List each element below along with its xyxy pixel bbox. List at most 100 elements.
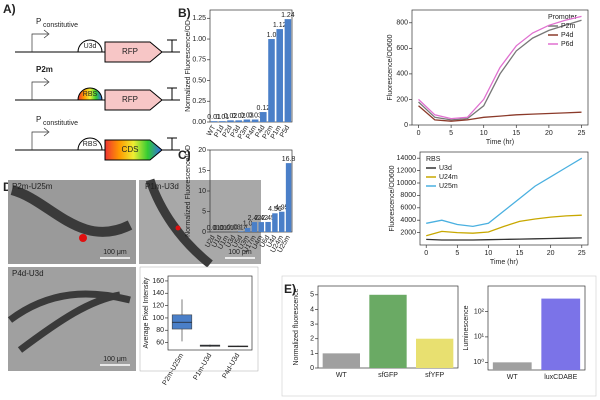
- y-tick-label: 0: [404, 122, 408, 129]
- scale-bar-label: 100 μm: [103, 249, 127, 256]
- x-tick-label: 0: [424, 250, 428, 257]
- value-label: 0.01: [207, 225, 221, 232]
- y-tick-label: 2000: [400, 229, 416, 236]
- promoter-sub: constitutive: [43, 120, 78, 127]
- bar: [244, 227, 251, 232]
- legend-title: RBS: [426, 156, 441, 163]
- x-tick-label: 25: [578, 250, 586, 257]
- y-tick-label: 120: [152, 302, 164, 309]
- y-tick-label: 100: [152, 315, 164, 322]
- panel-label: A): [3, 2, 16, 16]
- x-tick-label: WT: [507, 374, 519, 381]
- x-tick-label: 15: [516, 250, 524, 257]
- x-axis-label: Time (hr): [486, 139, 514, 146]
- y-tick-label: 0.75: [192, 57, 206, 64]
- bar: [265, 221, 271, 232]
- legend-label: P4d: [561, 32, 574, 39]
- gene-label: RFP: [122, 47, 138, 56]
- bar: [322, 353, 360, 368]
- x-tick-label: 20: [545, 130, 553, 137]
- line: [418, 105, 582, 122]
- bar: [243, 119, 251, 122]
- value-label: 1.12: [273, 22, 287, 29]
- plot-frame: [209, 9, 293, 123]
- construct: P constitutive U3d RFP: [15, 17, 180, 63]
- bar: [272, 213, 278, 232]
- x-tick-label: WT: [336, 372, 348, 379]
- gene-label: CDS: [122, 145, 139, 154]
- promoter-label: P: [36, 17, 41, 26]
- bar: [284, 19, 292, 123]
- x-tick-label: WT: [206, 124, 218, 138]
- rbs-label: RBS: [83, 141, 98, 148]
- panel-label: B): [178, 6, 191, 20]
- x-tick-label: sfGFP: [378, 372, 398, 379]
- y-tick-label: 1.25: [192, 15, 206, 22]
- bar: [235, 120, 242, 122]
- scale-bar-label: 100 μm: [103, 356, 127, 363]
- construct-diagram: P constitutive U3d RFP P2m RBS RFP P con…: [15, 17, 180, 161]
- plot-frame: [419, 151, 589, 246]
- y-tick-label: 5: [310, 292, 314, 299]
- x-axis-label: Time (hr): [490, 259, 518, 266]
- y-tick-label: 14000: [397, 155, 417, 162]
- x-tick-label: 0: [417, 130, 421, 137]
- value-label: 16.8: [282, 156, 296, 163]
- plot-frame: [411, 9, 589, 126]
- image-label: P4d-U3d: [12, 269, 44, 278]
- value-label: 0.03: [248, 112, 262, 119]
- y-tick-label: 10¹: [474, 334, 485, 341]
- bar: [238, 231, 244, 232]
- bar: [251, 222, 258, 232]
- gene-label: RFP: [122, 95, 138, 104]
- construct: P constitutive RBS CDS: [15, 115, 180, 161]
- x-tick-label: 5: [455, 250, 459, 257]
- value-label: 0.01: [220, 225, 234, 232]
- value-label: 0.03: [227, 225, 241, 232]
- y-tick-label: 0.00: [192, 119, 206, 126]
- x-tick-label: 20: [547, 250, 555, 257]
- legend-title: Promoter: [548, 14, 577, 21]
- scale-bar-label: 100 μm: [228, 249, 252, 256]
- y-tick-label: 8000: [400, 192, 416, 199]
- legend-label: U3d: [439, 165, 452, 172]
- bar: [219, 121, 226, 122]
- value-label: 1.0: [267, 32, 277, 39]
- legend-label: U25m: [439, 183, 458, 190]
- line: [418, 19, 582, 121]
- y-axis-label: Fluorescence/OD600: [389, 165, 396, 231]
- bar: [258, 222, 264, 232]
- bar: [279, 211, 285, 232]
- bar: [369, 294, 407, 368]
- y-tick-label: 10000: [397, 180, 417, 187]
- y-axis-label: Average Pixel Intensity: [143, 277, 150, 349]
- bar: [260, 112, 267, 122]
- line: [426, 237, 582, 241]
- y-tick-label: 1.00: [192, 36, 206, 43]
- value-label: 2.42: [254, 215, 268, 222]
- value-label: 2.42: [248, 215, 262, 222]
- legend-label: P2m: [561, 23, 576, 30]
- bar: [416, 338, 454, 368]
- x-tick-label: sfYFP: [425, 372, 444, 379]
- line: [418, 15, 582, 120]
- y-axis-label: Luminescence: [463, 305, 470, 350]
- value-label: 0.12: [256, 105, 270, 112]
- value-label: 0.02: [232, 113, 246, 120]
- y-tick-label: 60: [156, 339, 164, 346]
- y-tick-label: 0: [202, 229, 206, 236]
- plot-frame: [487, 285, 586, 371]
- bar: [227, 120, 234, 122]
- y-axis-label: Normalized Fluorescence/OD: [185, 145, 192, 237]
- bar: [210, 121, 218, 122]
- line: [426, 157, 583, 228]
- y-tick-label: 400: [396, 71, 408, 78]
- y-tick-label: 12000: [397, 167, 417, 174]
- construct: P2m RBS RFP: [15, 65, 180, 111]
- y-tick-label: 4000: [400, 217, 416, 224]
- y-tick-label: 0.50: [192, 77, 206, 84]
- value-label: 2.45: [261, 215, 275, 222]
- value-label: 1.0: [243, 221, 253, 228]
- inset-frame: [139, 266, 259, 372]
